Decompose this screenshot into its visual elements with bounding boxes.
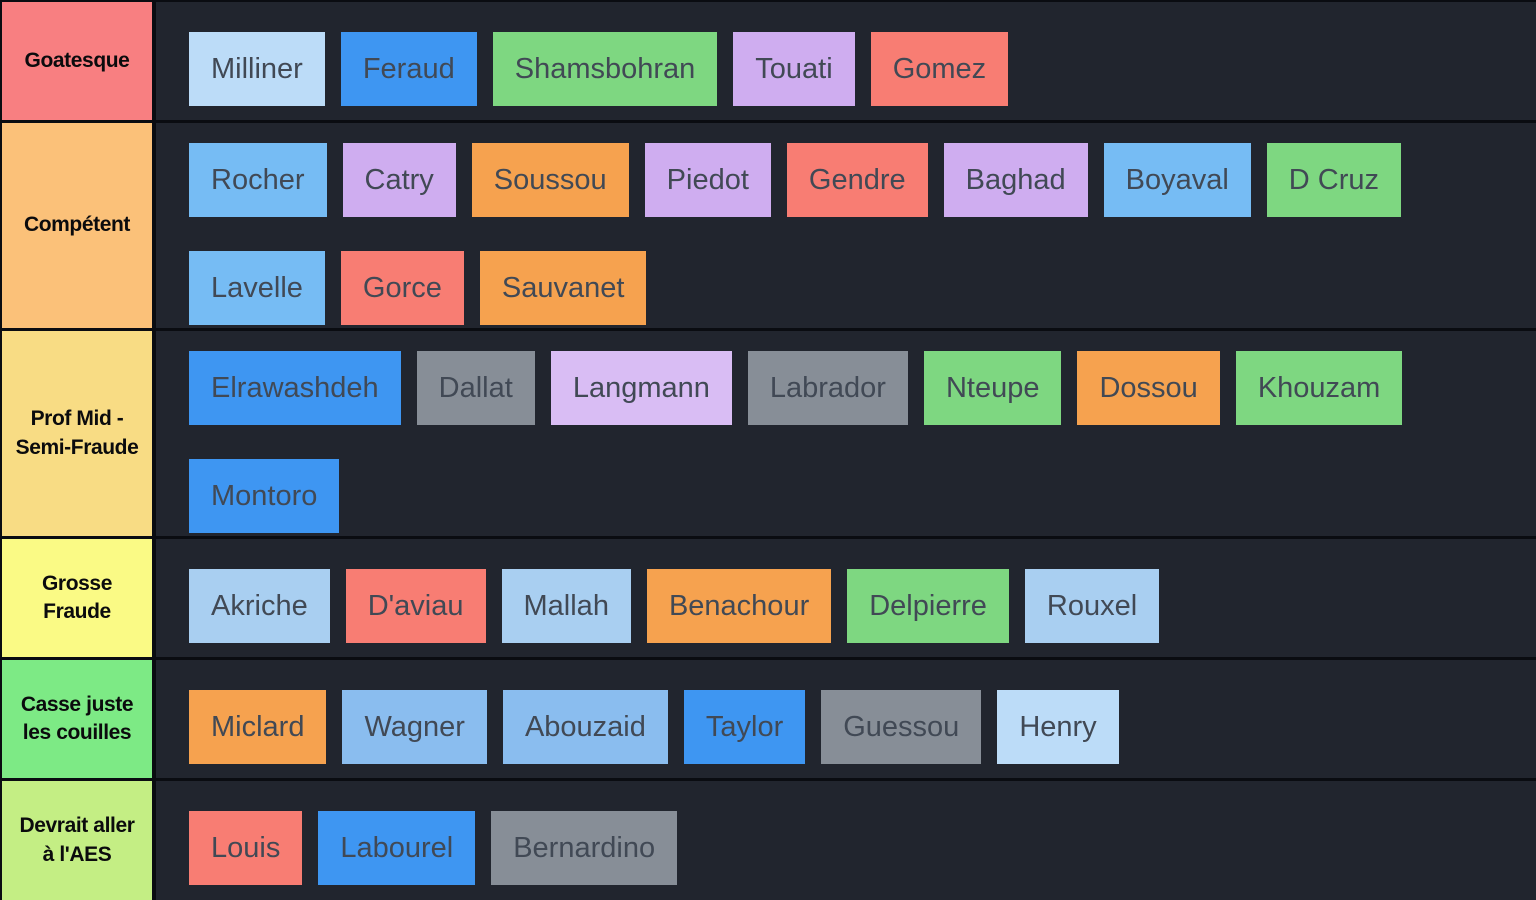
tier-row-line: Miclard Wagner Abouzaid Taylor Guessou Henry xyxy=(189,690,1536,764)
tier-item[interactable]: Montoro xyxy=(189,459,340,533)
tier-item[interactable]: Touati xyxy=(733,32,855,106)
row-divider xyxy=(152,781,156,900)
tier-item[interactable]: Abouzaid xyxy=(502,690,668,764)
tier-item[interactable]: Gendre xyxy=(786,143,928,217)
tier-row: Casse juste les couilles Miclard Wagner Abo… xyxy=(2,660,1536,781)
tier-item[interactable]: Mallah xyxy=(501,569,631,643)
tier-row-line: Rocher Catry Soussou Piedot Gendre Baghad Boya… xyxy=(189,143,1536,217)
tier-item[interactable]: Elrawashdeh xyxy=(189,351,401,425)
tier-item[interactable]: Delpierre xyxy=(847,569,1009,643)
tier-item[interactable]: Louis xyxy=(189,811,303,885)
tier-label: Casse juste les couilles xyxy=(2,660,152,778)
row-divider xyxy=(152,2,156,120)
tier-row-line: Milliner Feraud Shamsbohran Touati Gomez xyxy=(189,32,1536,106)
tier-label: Compétent xyxy=(2,123,152,328)
tier-item[interactable]: Taylor xyxy=(683,690,806,764)
tier-item[interactable]: Soussou xyxy=(471,143,629,217)
tier-row: Compétent Rocher Catry Soussou Piedot Gendre B… xyxy=(2,123,1536,331)
tier-item[interactable]: Langmann xyxy=(550,351,732,425)
tier-item[interactable]: Boyaval xyxy=(1103,143,1251,217)
row-divider xyxy=(152,660,156,778)
tier-row-line: Lavelle Gorce Sauvanet xyxy=(189,251,1536,325)
tier-item[interactable]: Miclard xyxy=(189,690,327,764)
tier-row-line: Montoro xyxy=(189,459,1536,533)
tier-row: Grosse Fraude Akriche D'aviau Mallah Benacho… xyxy=(2,539,1536,660)
tier-item[interactable]: Rocher xyxy=(189,143,327,217)
tier-item[interactable]: Gomez xyxy=(870,32,1009,106)
tier-item[interactable]: Milliner xyxy=(189,32,325,106)
tier-row-content: Milliner Feraud Shamsbohran Touati Gomez xyxy=(156,2,1536,120)
tier-row: Prof Mid - Semi-Fraude Elrawashdeh Dallat L… xyxy=(2,331,1536,539)
tier-item[interactable]: Feraud xyxy=(340,32,477,106)
tier-item[interactable]: Rouxel xyxy=(1024,569,1160,643)
tier-item[interactable]: Lavelle xyxy=(189,251,325,325)
tier-item[interactable]: Baghad xyxy=(943,143,1088,217)
tier-item[interactable]: Labourel xyxy=(318,811,476,885)
tier-item[interactable]: Khouzam xyxy=(1235,351,1403,425)
tier-row-line: Louis Labourel Bernardino xyxy=(189,811,1536,885)
tier-item[interactable]: D Cruz xyxy=(1266,143,1402,217)
tier-label: Devrait aller à l'AES xyxy=(2,781,152,900)
tier-item[interactable]: Catry xyxy=(342,143,456,217)
tier-row-line: Akriche D'aviau Mallah Benachour Delpierre Ro… xyxy=(189,569,1536,643)
tier-item[interactable]: Labrador xyxy=(747,351,908,425)
tier-item[interactable]: Benachour xyxy=(646,569,832,643)
tier-item[interactable]: Sauvanet xyxy=(479,251,647,325)
tier-label: Grosse Fraude xyxy=(2,539,152,657)
row-divider xyxy=(152,539,156,657)
tier-item[interactable]: Bernardino xyxy=(491,811,678,885)
row-divider xyxy=(152,123,156,328)
tier-item[interactable]: Gorce xyxy=(340,251,464,325)
tier-item[interactable]: Piedot xyxy=(644,143,771,217)
tier-row-line: Elrawashdeh Dallat Langmann Labrador Nteupe D… xyxy=(189,351,1536,425)
tier-label: Goatesque xyxy=(2,2,152,120)
tier-row-content: Miclard Wagner Abouzaid Taylor Guessou Henry xyxy=(156,660,1536,778)
tier-item[interactable]: Guessou xyxy=(821,690,982,764)
tier-item[interactable]: D'aviau xyxy=(345,569,486,643)
tier-item[interactable]: Dallat xyxy=(416,351,535,425)
tier-row-content: Elrawashdeh Dallat Langmann Labrador Nteupe D… xyxy=(156,331,1536,536)
tier-item[interactable]: Henry xyxy=(997,690,1119,764)
tier-item[interactable]: Wagner xyxy=(342,690,487,764)
tier-item[interactable]: Akriche xyxy=(189,569,330,643)
tier-item[interactable]: Nteupe xyxy=(923,351,1062,425)
tier-row: Devrait aller à l'AES Louis Labourel Bernar… xyxy=(2,781,1536,900)
tier-item[interactable]: Dossou xyxy=(1077,351,1220,425)
tier-row-content: Akriche D'aviau Mallah Benachour Delpierre Ro… xyxy=(156,539,1536,657)
tier-item[interactable]: Shamsbohran xyxy=(492,32,718,106)
tier-row-content: Louis Labourel Bernardino xyxy=(156,781,1536,900)
tier-row: Goatesque Milliner Feraud Shamsbohran Touati… xyxy=(2,2,1536,123)
tier-row-content: Rocher Catry Soussou Piedot Gendre Baghad Boya… xyxy=(156,123,1536,328)
row-divider xyxy=(152,331,156,536)
tier-label: Prof Mid - Semi-Fraude xyxy=(2,331,152,536)
